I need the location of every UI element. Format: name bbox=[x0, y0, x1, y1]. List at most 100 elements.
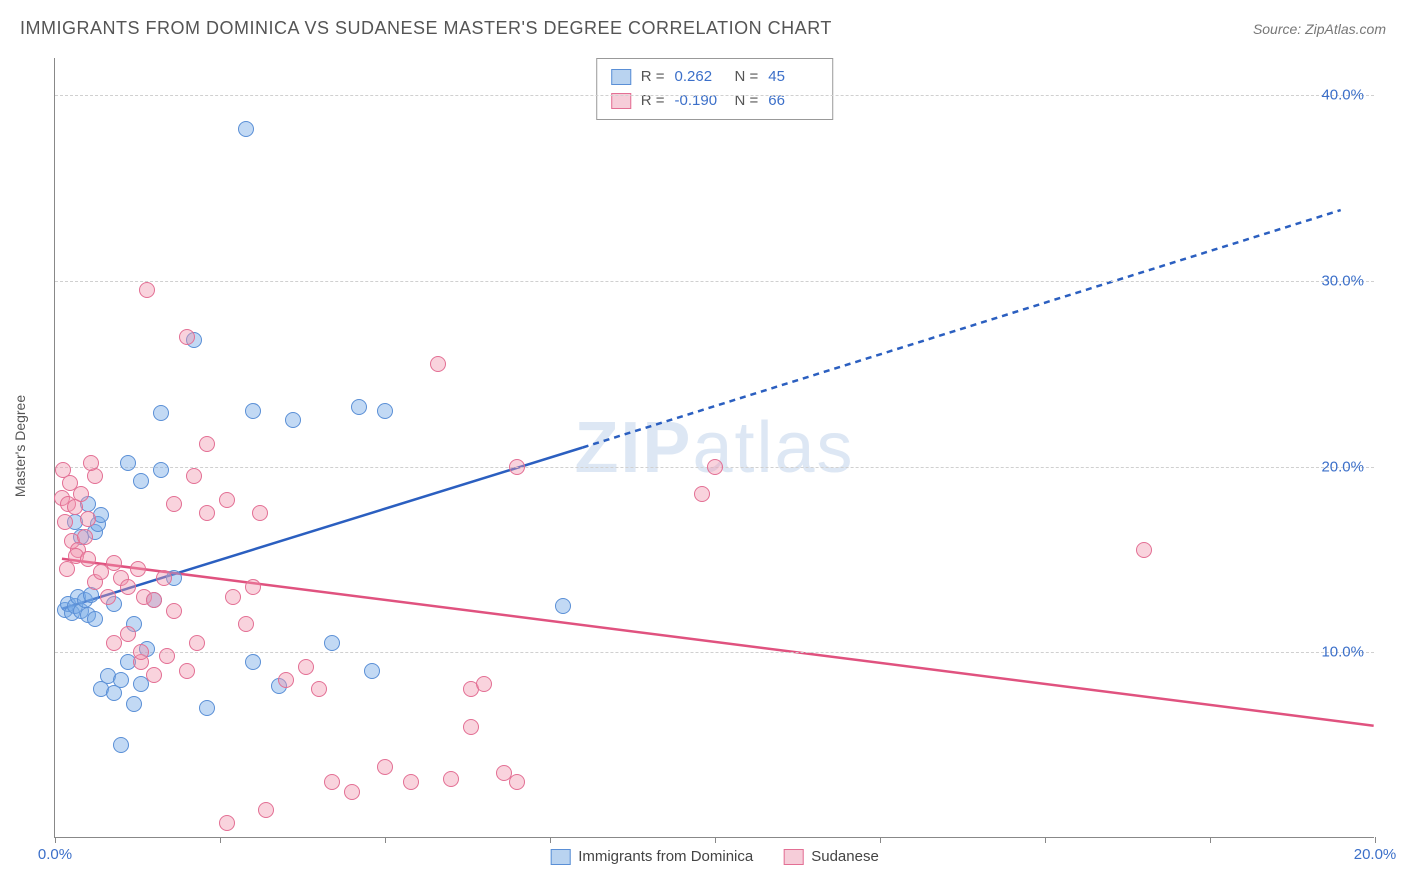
data-point bbox=[130, 561, 146, 577]
y-tick-label: 20.0% bbox=[1321, 458, 1364, 475]
x-tick bbox=[1045, 837, 1046, 843]
chart-title: IMMIGRANTS FROM DOMINICA VS SUDANESE MAS… bbox=[20, 18, 832, 39]
data-point bbox=[120, 455, 136, 471]
data-point bbox=[199, 505, 215, 521]
data-point bbox=[707, 459, 723, 475]
data-point bbox=[83, 455, 99, 471]
r-value-1: 0.262 bbox=[675, 65, 725, 89]
n-value-1: 45 bbox=[768, 65, 818, 89]
data-point bbox=[113, 737, 129, 753]
data-point bbox=[153, 462, 169, 478]
data-point bbox=[555, 598, 571, 614]
data-point bbox=[245, 654, 261, 670]
data-point bbox=[298, 659, 314, 675]
data-point bbox=[106, 555, 122, 571]
data-point bbox=[133, 644, 149, 660]
x-tick bbox=[1375, 837, 1376, 843]
data-point bbox=[133, 473, 149, 489]
data-point bbox=[199, 700, 215, 716]
data-point bbox=[159, 648, 175, 664]
stats-row-1: R = 0.262 N = 45 bbox=[611, 65, 819, 89]
data-point bbox=[153, 405, 169, 421]
data-point bbox=[344, 784, 360, 800]
legend-label-2: Sudanese bbox=[811, 848, 879, 865]
data-point bbox=[189, 635, 205, 651]
x-tick bbox=[55, 837, 56, 843]
data-point bbox=[219, 815, 235, 831]
x-tick bbox=[385, 837, 386, 843]
data-point bbox=[225, 589, 241, 605]
legend-item-2: Sudanese bbox=[783, 848, 879, 865]
swatch-series-1 bbox=[611, 69, 631, 85]
data-point bbox=[252, 505, 268, 521]
data-point bbox=[156, 570, 172, 586]
data-point bbox=[324, 774, 340, 790]
legend-swatch-2 bbox=[783, 849, 803, 865]
data-point bbox=[509, 774, 525, 790]
n-value-2: 66 bbox=[768, 89, 818, 113]
gridline-h bbox=[55, 95, 1374, 96]
data-point bbox=[166, 603, 182, 619]
data-point bbox=[278, 672, 294, 688]
legend-swatch-1 bbox=[550, 849, 570, 865]
data-point bbox=[351, 399, 367, 415]
data-point bbox=[100, 589, 116, 605]
data-point bbox=[285, 412, 301, 428]
data-point bbox=[430, 356, 446, 372]
data-point bbox=[179, 329, 195, 345]
data-point bbox=[113, 672, 129, 688]
x-tick bbox=[880, 837, 881, 843]
data-point bbox=[245, 403, 261, 419]
x-tick bbox=[715, 837, 716, 843]
data-point bbox=[73, 486, 89, 502]
data-point bbox=[238, 121, 254, 137]
source-label: Source: ZipAtlas.com bbox=[1253, 21, 1386, 37]
data-point bbox=[463, 719, 479, 735]
data-point bbox=[106, 635, 122, 651]
plot-area: ZIPatlas R = 0.262 N = 45 R = -0.190 N =… bbox=[54, 58, 1374, 838]
y-axis-label: Master's Degree bbox=[12, 395, 28, 497]
title-bar: IMMIGRANTS FROM DOMINICA VS SUDANESE MAS… bbox=[20, 18, 1386, 39]
data-point bbox=[364, 663, 380, 679]
data-point bbox=[57, 514, 73, 530]
data-point bbox=[258, 802, 274, 818]
data-point bbox=[186, 468, 202, 484]
data-point bbox=[377, 759, 393, 775]
data-point bbox=[80, 511, 96, 527]
data-point bbox=[694, 486, 710, 502]
data-point bbox=[311, 681, 327, 697]
x-tick bbox=[220, 837, 221, 843]
x-tick-label: 20.0% bbox=[1354, 846, 1397, 863]
r-value-2: -0.190 bbox=[675, 89, 725, 113]
data-point bbox=[146, 592, 162, 608]
data-point bbox=[62, 475, 78, 491]
data-point bbox=[199, 436, 215, 452]
data-point bbox=[146, 667, 162, 683]
data-point bbox=[139, 282, 155, 298]
stats-row-2: R = -0.190 N = 66 bbox=[611, 89, 819, 113]
y-tick-label: 10.0% bbox=[1321, 644, 1364, 661]
data-point bbox=[377, 403, 393, 419]
data-point bbox=[87, 611, 103, 627]
data-point bbox=[509, 459, 525, 475]
data-point bbox=[443, 771, 459, 787]
data-point bbox=[179, 663, 195, 679]
legend-label-1: Immigrants from Dominica bbox=[578, 848, 753, 865]
data-point bbox=[77, 529, 93, 545]
data-point bbox=[403, 774, 419, 790]
data-point bbox=[238, 616, 254, 632]
data-point bbox=[120, 579, 136, 595]
stats-legend: R = 0.262 N = 45 R = -0.190 N = 66 bbox=[596, 58, 834, 120]
data-point bbox=[1136, 542, 1152, 558]
data-point bbox=[59, 561, 75, 577]
data-point bbox=[476, 676, 492, 692]
watermark: ZIPatlas bbox=[574, 407, 854, 489]
x-tick bbox=[550, 837, 551, 843]
x-tick-label: 0.0% bbox=[38, 846, 72, 863]
data-point bbox=[80, 551, 96, 567]
legend-item-1: Immigrants from Dominica bbox=[550, 848, 753, 865]
data-point bbox=[126, 696, 142, 712]
x-tick bbox=[1210, 837, 1211, 843]
y-tick-label: 40.0% bbox=[1321, 87, 1364, 104]
y-tick-label: 30.0% bbox=[1321, 272, 1364, 289]
